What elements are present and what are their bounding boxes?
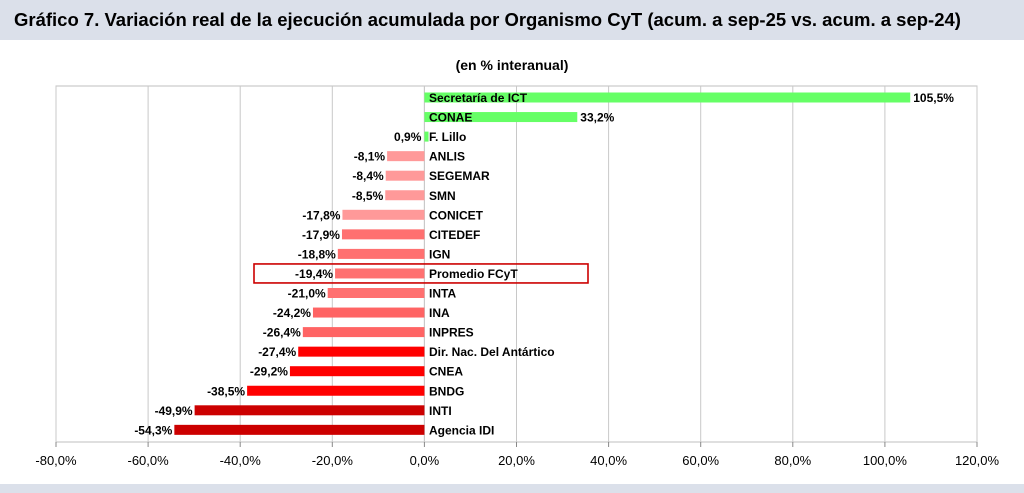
category-label: CNEA [429,365,463,379]
value-label: -29,2% [250,365,288,379]
x-tick-label: 60,0% [682,453,719,468]
category-label: SEGEMAR [429,169,490,183]
bar [337,248,425,259]
bar [327,288,425,298]
value-label: 0,9% [394,130,422,144]
value-label: -17,9% [302,228,340,242]
bar [289,366,425,377]
footer-bar [0,484,1024,493]
x-tick-label: -20,0% [312,453,354,468]
category-label: INTI [429,404,452,418]
category-label: Agencia IDI [429,423,494,437]
category-label: INTA [429,287,456,301]
bar [387,151,425,162]
value-label: -38,5% [207,384,245,398]
value-label: -54,3% [134,423,172,437]
category-label: ANLIS [429,150,465,164]
bar [385,190,425,201]
category-label: SMN [429,189,456,203]
bar [424,112,578,123]
category-label: F. Lillo [429,130,466,144]
bars [174,92,911,435]
x-tick-label: 0,0% [410,453,440,468]
value-label: -19,4% [295,267,333,281]
bar [247,385,425,396]
highlight-box [253,263,589,284]
x-tick-label: 120,0% [955,453,1000,468]
value-label: -8,5% [352,189,384,203]
category-label: CONAE [429,111,472,125]
value-label: 33,2% [580,111,614,125]
value-label: -21,0% [288,287,326,301]
bar [174,424,425,435]
value-label: -24,2% [273,306,311,320]
category-label: IGN [429,247,450,261]
bar [385,170,425,181]
category-label: Dir. Nac. Del Antártico [429,345,555,359]
category-label: INA [429,306,450,320]
category-label: INPRES [429,326,474,340]
x-tick-label: -60,0% [127,453,169,468]
chart-subtitle: (en % interanual) [455,57,569,73]
bar [194,405,425,416]
value-label: 105,5% [913,91,954,105]
category-label: Promedio FCyT [429,267,518,281]
x-tick-label: 100,0% [863,453,908,468]
category-label: CONICET [429,208,484,222]
value-label: -27,4% [258,345,296,359]
x-tick-label: -80,0% [35,453,77,468]
bar [298,346,425,357]
x-tick-label: -40,0% [220,453,262,468]
x-tick-label: 40,0% [590,453,627,468]
x-tick-label: 20,0% [498,453,535,468]
value-label: -49,9% [155,404,193,418]
bar [312,307,425,318]
title-bar: Gráfico 7. Variación real de la ejecució… [0,0,1024,40]
value-label: -26,4% [263,326,301,340]
value-label: -17,8% [302,208,340,222]
category-label: BNDG [429,384,464,398]
value-label: -8,4% [352,169,384,183]
bar [424,92,911,103]
bar [342,209,425,220]
value-label: -18,8% [298,247,336,261]
category-label: Secretaría de ICT [429,91,528,105]
bar [341,229,425,240]
value-labels: 105,5% 33,2% 0,9% -8,1% -8,4% -8,5% -17,8% -17,… [134,91,954,437]
bar [424,131,429,142]
value-label: -8,1% [354,150,386,164]
x-tick-label: 80,0% [774,453,811,468]
x-axis-ticks: -80,0% -60,0% -40,0% -20,0% 0,0% 20,0% 40,0% 60… [35,453,999,468]
bar [302,327,425,338]
chart-title: Gráfico 7. Variación real de la ejecució… [14,9,961,30]
bar-labels: Secretaría de ICT CONAE F. Lillo ANLIS SEGEM… [429,91,555,437]
bar [335,268,425,279]
category-label: CITEDEF [429,228,480,242]
